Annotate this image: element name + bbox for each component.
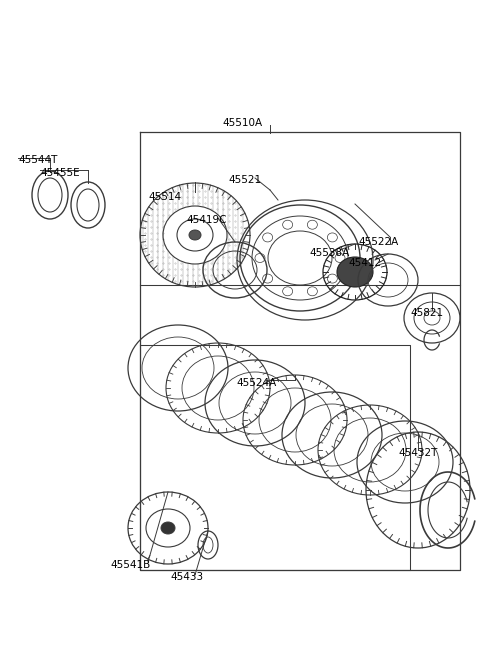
Text: 45541B: 45541B: [110, 560, 150, 570]
Text: 45524A: 45524A: [236, 378, 276, 388]
Text: 45544T: 45544T: [18, 155, 58, 165]
Text: 45510A: 45510A: [222, 118, 262, 128]
Text: 45455E: 45455E: [40, 168, 80, 178]
Text: 45538A: 45538A: [309, 248, 349, 258]
Text: 45412: 45412: [348, 258, 381, 268]
Text: 45433: 45433: [170, 572, 203, 582]
Text: 45522A: 45522A: [358, 237, 398, 247]
Ellipse shape: [189, 230, 201, 240]
Text: 45419C: 45419C: [186, 215, 227, 225]
Ellipse shape: [161, 522, 175, 534]
Ellipse shape: [337, 257, 373, 287]
Text: 45432T: 45432T: [398, 448, 437, 458]
Text: 45521: 45521: [228, 175, 261, 185]
Text: 45821: 45821: [410, 308, 443, 318]
Text: 45514: 45514: [148, 192, 181, 202]
